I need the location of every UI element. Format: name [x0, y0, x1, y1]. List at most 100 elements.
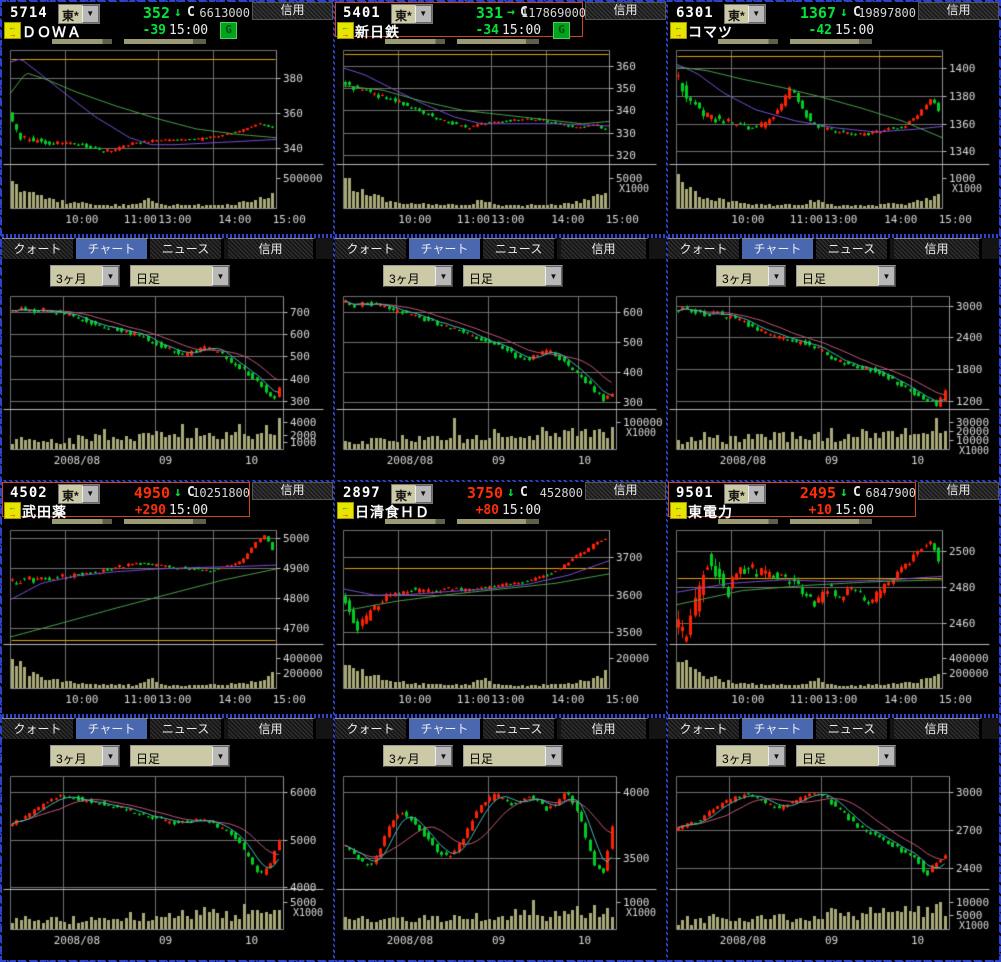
- tab-chart[interactable]: チャート: [742, 718, 816, 739]
- chevron-down-icon[interactable]: ▼: [102, 746, 119, 766]
- board-swap-icon[interactable]: ← →: [337, 22, 354, 39]
- tab-margin[interactable]: 信用: [894, 238, 982, 259]
- tab-quote[interactable]: クォート: [2, 718, 76, 739]
- chevron-down-icon[interactable]: ▼: [212, 266, 229, 286]
- interval-select[interactable]: 日足 ▼: [463, 745, 563, 767]
- tab-news[interactable]: ニュース: [483, 718, 557, 739]
- daily-chart[interactable]: [335, 773, 666, 951]
- tab-news[interactable]: ニュース: [150, 238, 224, 259]
- chevron-down-icon[interactable]: ▼: [81, 5, 99, 23]
- divider: [335, 234, 666, 238]
- interval-select[interactable]: 日足 ▼: [130, 745, 230, 767]
- board-swap-icon[interactable]: ← →: [4, 502, 21, 519]
- interval-select[interactable]: 日足 ▼: [130, 265, 230, 287]
- exchange-select[interactable]: 東* ▼: [724, 4, 766, 24]
- intraday-chart[interactable]: [2, 46, 333, 234]
- daily-chart[interactable]: [668, 773, 999, 951]
- tab-margin-top[interactable]: 信用: [585, 2, 666, 20]
- tab-news[interactable]: ニュース: [150, 718, 224, 739]
- chevron-down-icon[interactable]: ▼: [81, 485, 99, 503]
- tab-margin-top[interactable]: 信用: [918, 482, 999, 500]
- chevron-down-icon[interactable]: ▼: [212, 746, 229, 766]
- exchange-select[interactable]: 東* ▼: [58, 484, 100, 504]
- tab-quote[interactable]: クォート: [335, 238, 409, 259]
- exchange-select[interactable]: 東* ▼: [391, 4, 433, 24]
- interval-select[interactable]: 日足 ▼: [463, 265, 563, 287]
- tab-margin[interactable]: 信用: [228, 718, 316, 739]
- exchange-select[interactable]: 東* ▼: [724, 484, 766, 504]
- scrollbar-thumb[interactable]: [52, 519, 112, 524]
- period-value: 3ヶ月: [56, 272, 87, 286]
- scrollbar-thumb[interactable]: [457, 39, 539, 44]
- chevron-down-icon[interactable]: ▼: [768, 266, 785, 286]
- scrollbar-thumb[interactable]: [718, 39, 778, 44]
- chevron-down-icon[interactable]: ▼: [545, 266, 562, 286]
- tab-margin[interactable]: 信用: [228, 238, 316, 259]
- board-swap-icon[interactable]: ← →: [337, 502, 354, 519]
- scrollbar-thumb[interactable]: [790, 39, 872, 44]
- tab-margin-top[interactable]: 信用: [252, 482, 333, 500]
- tab-margin-top[interactable]: 信用: [585, 482, 666, 500]
- daily-chart[interactable]: [2, 293, 333, 471]
- tab-margin[interactable]: 信用: [894, 718, 982, 739]
- scrollbar-thumb[interactable]: [457, 519, 539, 524]
- scrollbar-thumb[interactable]: [52, 39, 112, 44]
- chevron-down-icon[interactable]: ▼: [747, 5, 765, 23]
- tab-margin-top[interactable]: 信用: [252, 2, 333, 20]
- tab-quote[interactable]: クォート: [668, 718, 742, 739]
- period-select[interactable]: 3ヶ月 ▼: [383, 745, 453, 767]
- chevron-down-icon[interactable]: ▼: [414, 485, 432, 503]
- daily-chart[interactable]: [2, 773, 333, 951]
- tab-chart[interactable]: チャート: [76, 238, 150, 259]
- chevron-down-icon[interactable]: ▼: [102, 266, 119, 286]
- period-select[interactable]: 3ヶ月 ▼: [50, 265, 120, 287]
- tab-quote[interactable]: クォート: [335, 718, 409, 739]
- period-select[interactable]: 3ヶ月 ▼: [716, 745, 786, 767]
- intraday-chart[interactable]: [668, 526, 999, 714]
- scrollbar-thumb[interactable]: [124, 39, 206, 44]
- chevron-down-icon[interactable]: ▼: [545, 746, 562, 766]
- chevron-down-icon[interactable]: ▼: [878, 746, 895, 766]
- chevron-down-icon[interactable]: ▼: [435, 266, 452, 286]
- tab-chart[interactable]: チャート: [409, 718, 483, 739]
- price-change: +290: [134, 503, 166, 518]
- tab-chart[interactable]: チャート: [742, 238, 816, 259]
- chevron-down-icon[interactable]: ▼: [768, 746, 785, 766]
- tab-quote[interactable]: クォート: [668, 238, 742, 259]
- intraday-chart[interactable]: [335, 526, 666, 714]
- period-select[interactable]: 3ヶ月 ▼: [383, 265, 453, 287]
- intraday-chart[interactable]: [335, 46, 666, 234]
- intraday-chart[interactable]: [668, 46, 999, 234]
- exchange-select[interactable]: 東* ▼: [58, 4, 100, 24]
- tab-news[interactable]: ニュース: [816, 718, 890, 739]
- tab-margin-top[interactable]: 信用: [918, 2, 999, 20]
- tab-margin[interactable]: 信用: [561, 238, 649, 259]
- interval-select[interactable]: 日足 ▼: [796, 745, 896, 767]
- scrollbar-thumb[interactable]: [124, 519, 206, 524]
- scrollbar-thumb[interactable]: [790, 519, 872, 524]
- period-select[interactable]: 3ヶ月 ▼: [716, 265, 786, 287]
- tab-news[interactable]: ニュース: [483, 238, 557, 259]
- tab-chart[interactable]: チャート: [76, 718, 150, 739]
- chevron-down-icon[interactable]: ▼: [414, 5, 432, 23]
- scrollbar-thumb[interactable]: [385, 39, 445, 44]
- daily-chart[interactable]: [335, 293, 666, 471]
- period-select[interactable]: 3ヶ月 ▼: [50, 745, 120, 767]
- chevron-down-icon[interactable]: ▼: [747, 485, 765, 503]
- tab-quote[interactable]: クォート: [2, 238, 76, 259]
- chevron-down-icon[interactable]: ▼: [878, 266, 895, 286]
- intraday-chart[interactable]: [2, 526, 333, 714]
- scrollbar-thumb[interactable]: [385, 519, 445, 524]
- daily-chart[interactable]: [668, 293, 999, 471]
- scrollbar-thumb[interactable]: [718, 519, 778, 524]
- board-swap-icon[interactable]: ← →: [670, 22, 687, 39]
- chevron-down-icon[interactable]: ▼: [435, 746, 452, 766]
- board-swap-icon[interactable]: ← →: [670, 502, 687, 519]
- direction-arrow-icon: ↓: [840, 5, 848, 20]
- exchange-select[interactable]: 東* ▼: [391, 484, 433, 504]
- board-swap-icon[interactable]: ← →: [4, 22, 21, 39]
- tab-chart[interactable]: チャート: [409, 238, 483, 259]
- tab-margin[interactable]: 信用: [561, 718, 649, 739]
- interval-select[interactable]: 日足 ▼: [796, 265, 896, 287]
- tab-news[interactable]: ニュース: [816, 238, 890, 259]
